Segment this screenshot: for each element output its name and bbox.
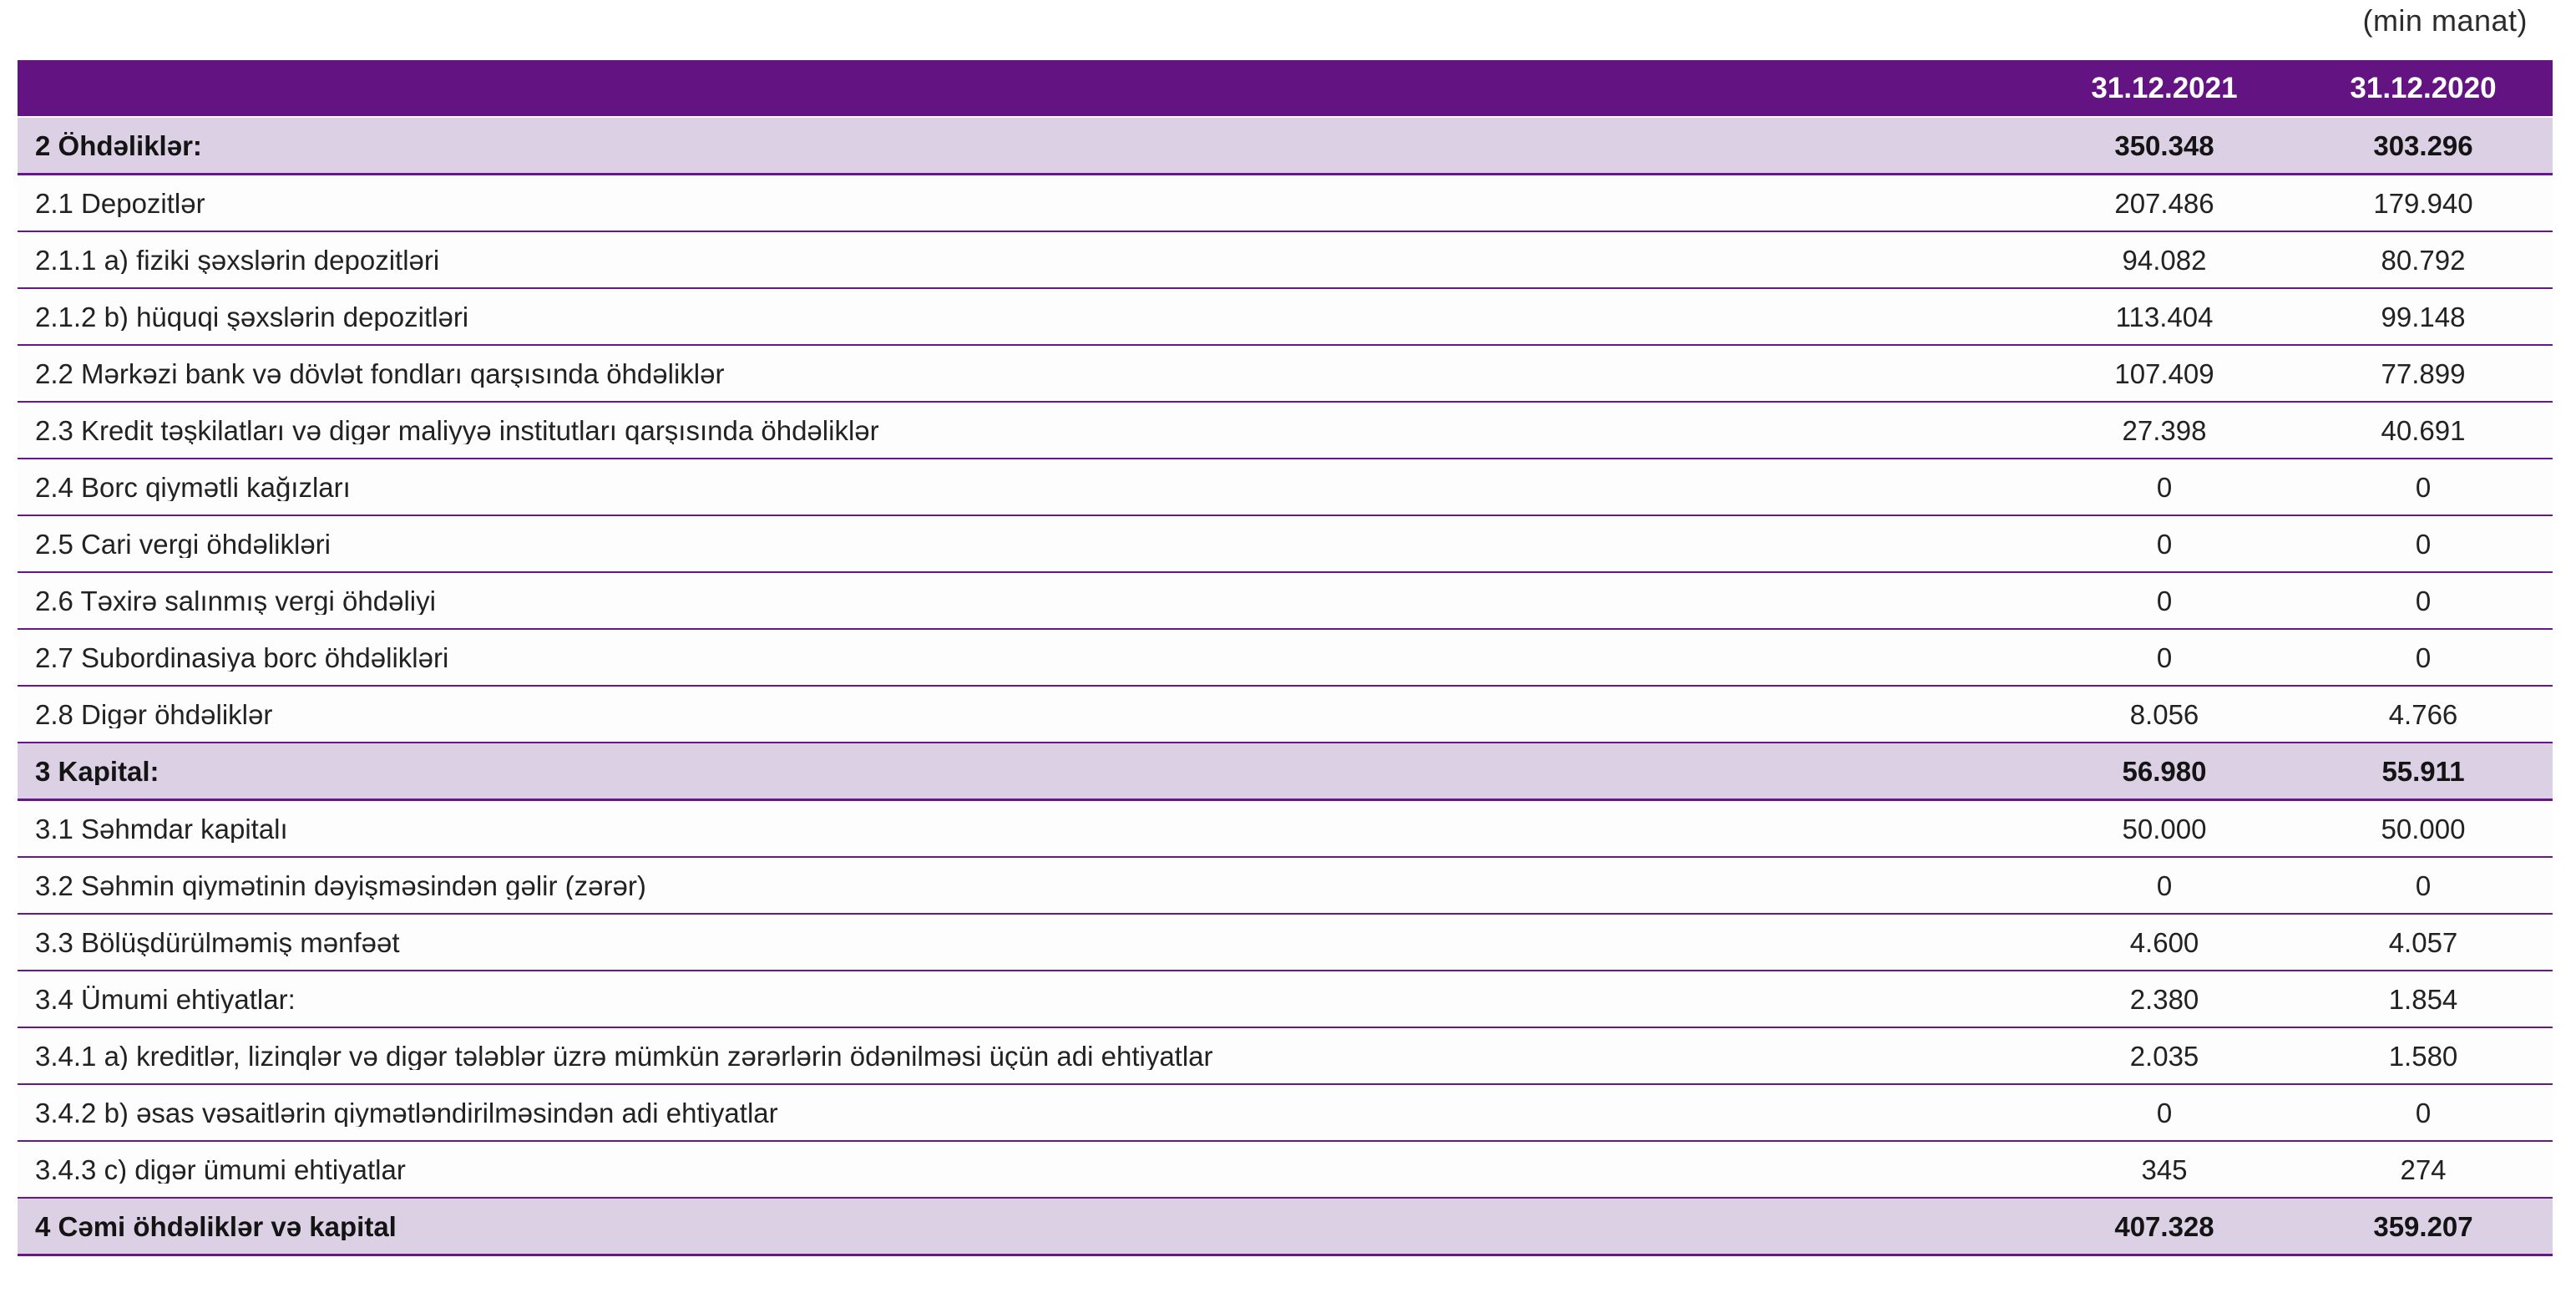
row-value-2020: 80.792: [2381, 246, 2466, 274]
row-value-2020: 0: [2415, 1098, 2432, 1127]
table-row: 3.4.3 c) digər ümumi ehtiyatlar 345 274: [18, 1142, 2553, 1199]
row-label: 3.3 Bölüşdürülməmiş mənfəət: [35, 928, 400, 956]
row-value-2021: 0: [2156, 643, 2173, 672]
row-label: 3.4 Ümumi ehtiyatlar:: [35, 985, 296, 1013]
row-value-2021: 113.404: [2115, 302, 2214, 331]
table-row: 2.7 Subordinasiya borc öhdəlikləri 0 0: [18, 630, 2553, 687]
row-label: 2.6 Təxirə salınmış vergi öhdəliyi: [35, 586, 436, 615]
row-value-2020: 55.911: [2381, 757, 2465, 785]
table-row: 2.5 Cari vergi öhdəlikləri 0 0: [18, 516, 2553, 573]
table-row: 4 Cəmi öhdəliklər və kapital 407.328 359…: [18, 1199, 2553, 1256]
row-label: 3.1 Səhmdar kapitalı: [35, 814, 288, 843]
row-label: 4 Cəmi öhdəliklər və kapital: [35, 1212, 397, 1240]
row-value-2020: 1.580: [2388, 1042, 2458, 1070]
row-value-2020: 359.207: [2373, 1212, 2473, 1240]
row-value-2021: 0: [2156, 530, 2173, 558]
row-value-2021: 56.980: [2122, 757, 2207, 785]
table-row: 2.3 Kredit təşkilatları və digər maliyyə…: [18, 403, 2553, 459]
row-value-2021: 94.082: [2122, 246, 2207, 274]
table-row: 2.2 Mərkəzi bank və dövlət fondları qarş…: [18, 346, 2553, 403]
row-value-2020: 274: [2400, 1155, 2447, 1184]
row-value-2021: 407.328: [2114, 1212, 2214, 1240]
row-value-2021: 27.398: [2122, 416, 2207, 444]
balance-sheet-table: 31.12.2021 31.12.2020 2 Öhdəliklər: 350.…: [18, 60, 2553, 1256]
table-row: 3.4 Ümumi ehtiyatlar: 2.380 1.854: [18, 971, 2553, 1028]
row-value-2020: 40.691: [2381, 416, 2466, 444]
table-row: 2.6 Təxirə salınmış vergi öhdəliyi 0 0: [18, 573, 2553, 630]
row-value-2020: 99.148: [2381, 302, 2466, 331]
row-value-2021: 0: [2156, 473, 2173, 501]
row-value-2020: 0: [2415, 643, 2432, 672]
table-row: 3.4.1 a) kreditlər, lizinqlər və digər t…: [18, 1028, 2553, 1085]
row-label: 3.4.1 a) kreditlər, lizinqlər və digər t…: [35, 1042, 1213, 1070]
row-value-2020: 0: [2415, 473, 2432, 501]
row-value-2020: 0: [2415, 530, 2432, 558]
row-value-2021: 0: [2156, 1098, 2173, 1127]
row-value-2020: 179.940: [2373, 189, 2473, 217]
table-row: 3.3 Bölüşdürülməmiş mənfəət 4.600 4.057: [18, 915, 2553, 971]
row-value-2021: 50.000: [2122, 814, 2207, 843]
row-value-2021: 0: [2156, 586, 2173, 615]
row-label: 2 Öhdəliklər:: [35, 131, 202, 160]
table-row: 2 Öhdəliklər: 350.348 303.296: [18, 118, 2553, 175]
column-header-2021: 31.12.2021: [2091, 74, 2238, 103]
row-value-2020: 4.766: [2388, 700, 2458, 728]
row-value-2021: 350.348: [2114, 131, 2214, 160]
row-value-2020: 77.899: [2381, 359, 2466, 388]
table-body: 2 Öhdəliklər: 350.348 303.296 2.1 Depozi…: [18, 118, 2553, 1256]
table-row: 2.1.2 b) hüquqi şəxslərin depozitləri 11…: [18, 289, 2553, 346]
row-value-2020: 1.854: [2388, 985, 2458, 1013]
row-label: 2.4 Borc qiymətli kağızları: [35, 473, 351, 501]
row-label: 2.8 Digər öhdəliklər: [35, 700, 273, 728]
row-value-2021: 2.380: [2129, 985, 2199, 1013]
table-row: 3.1 Səhmdar kapitalı 50.000 50.000: [18, 801, 2553, 858]
row-label: 2.1.2 b) hüquqi şəxslərin depozitləri: [35, 302, 469, 331]
row-label: 3.2 Səhmin qiymətinin dəyişməsindən gəli…: [35, 871, 646, 900]
table-row: 2.1 Depozitlər 207.486 179.940: [18, 175, 2553, 232]
table-header-row: 31.12.2021 31.12.2020: [18, 60, 2553, 118]
row-label: 2.5 Cari vergi öhdəlikləri: [35, 530, 331, 558]
row-value-2021: 207.486: [2114, 189, 2214, 217]
row-value-2021: 4.600: [2129, 928, 2199, 956]
table-row: 2.4 Borc qiymətli kağızları 0 0: [18, 459, 2553, 516]
table-row: 2.1.1 a) fiziki şəxslərin depozitləri 94…: [18, 232, 2553, 289]
row-label: 3 Kapital:: [35, 757, 159, 785]
row-label: 2.3 Kredit təşkilatları və digər maliyyə…: [35, 416, 879, 444]
row-label: 2.2 Mərkəzi bank və dövlət fondları qarş…: [35, 359, 725, 388]
row-value-2021: 345: [2141, 1155, 2188, 1184]
row-label: 2.1 Depozitlər: [35, 189, 205, 217]
row-value-2020: 50.000: [2381, 814, 2466, 843]
table-row: 3.4.2 b) əsas vəsaitlərin qiymətləndiril…: [18, 1085, 2553, 1142]
row-value-2020: 4.057: [2388, 928, 2458, 956]
row-label: 3.4.3 c) digər ümumi ehtiyatlar: [35, 1155, 406, 1184]
table-row: 3 Kapital: 56.980 55.911: [18, 743, 2553, 801]
row-value-2021: 0: [2156, 871, 2173, 900]
table-row: 3.2 Səhmin qiymətinin dəyişməsindən gəli…: [18, 858, 2553, 915]
row-label: 2.7 Subordinasiya borc öhdəlikləri: [35, 643, 449, 672]
row-value-2021: 8.056: [2129, 700, 2199, 728]
unit-note: (min manat): [2362, 3, 2528, 38]
row-value-2021: 2.035: [2129, 1042, 2199, 1070]
table-row: 2.8 Digər öhdəliklər 8.056 4.766: [18, 687, 2553, 743]
row-value-2020: 0: [2415, 586, 2432, 615]
row-label: 3.4.2 b) əsas vəsaitlərin qiymətləndiril…: [35, 1098, 778, 1127]
row-value-2020: 303.296: [2373, 131, 2473, 160]
row-label: 2.1.1 a) fiziki şəxslərin depozitləri: [35, 246, 440, 274]
row-value-2020: 0: [2415, 871, 2432, 900]
row-value-2021: 107.409: [2114, 359, 2214, 388]
column-header-2020: 31.12.2020: [2350, 74, 2497, 103]
